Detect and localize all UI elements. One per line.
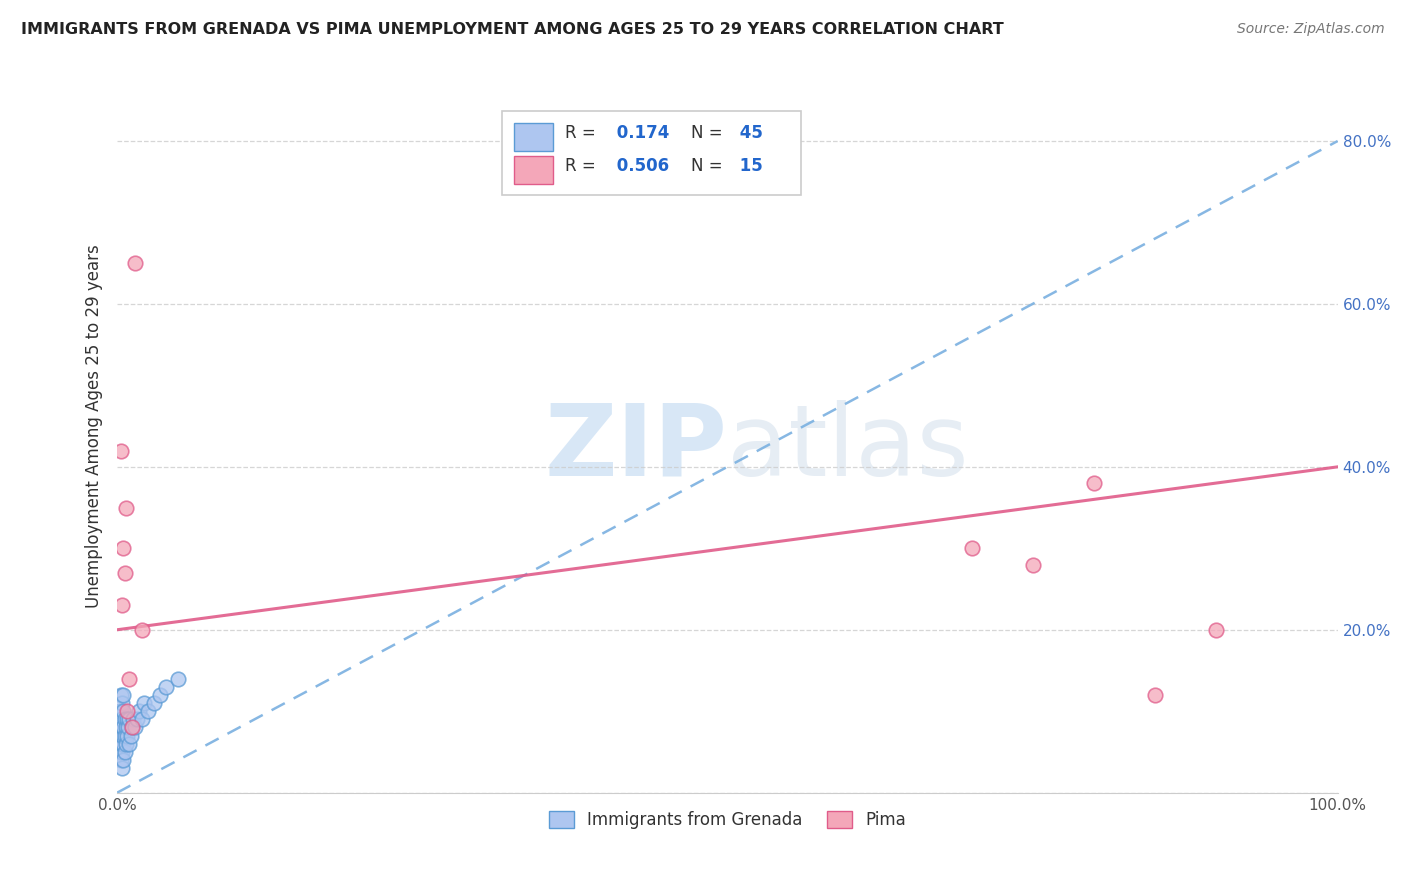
- Point: [115, 712, 138, 726]
- Point: [111, 599, 134, 613]
- Point: [114, 737, 136, 751]
- Text: 0.506: 0.506: [612, 157, 669, 175]
- Point: [149, 688, 172, 702]
- Point: [114, 500, 136, 515]
- Point: [112, 737, 135, 751]
- Point: [124, 721, 146, 735]
- Point: [142, 696, 165, 710]
- Point: [112, 541, 135, 556]
- Point: [131, 623, 153, 637]
- Point: [115, 729, 138, 743]
- Point: [111, 696, 134, 710]
- Point: [111, 721, 134, 735]
- Point: [114, 712, 136, 726]
- Point: [132, 696, 155, 710]
- Y-axis label: Unemployment Among Ages 25 to 29 years: Unemployment Among Ages 25 to 29 years: [86, 244, 103, 608]
- Point: [110, 688, 132, 702]
- Text: atlas: atlas: [727, 400, 969, 497]
- Point: [1083, 476, 1105, 491]
- Text: 15: 15: [734, 157, 762, 175]
- Point: [110, 443, 132, 458]
- Point: [118, 737, 141, 751]
- Point: [111, 712, 134, 726]
- FancyBboxPatch shape: [513, 156, 553, 184]
- Point: [117, 721, 139, 735]
- Point: [114, 566, 136, 580]
- Point: [112, 753, 135, 767]
- Point: [125, 712, 148, 726]
- Point: [108, 721, 131, 735]
- Point: [155, 680, 177, 694]
- Point: [121, 721, 143, 735]
- Point: [111, 729, 134, 743]
- Point: [108, 745, 131, 759]
- FancyBboxPatch shape: [513, 123, 553, 151]
- Text: IMMIGRANTS FROM GRENADA VS PIMA UNEMPLOYMENT AMONG AGES 25 TO 29 YEARS CORRELATI: IMMIGRANTS FROM GRENADA VS PIMA UNEMPLOY…: [21, 22, 1004, 37]
- Point: [112, 704, 135, 718]
- Text: R =: R =: [565, 124, 596, 142]
- Text: ZIP: ZIP: [544, 400, 727, 497]
- Point: [136, 704, 159, 718]
- Text: 45: 45: [734, 124, 762, 142]
- Point: [118, 712, 141, 726]
- Point: [121, 721, 143, 735]
- Text: N =: N =: [690, 124, 723, 142]
- Text: Source: ZipAtlas.com: Source: ZipAtlas.com: [1237, 22, 1385, 37]
- Point: [960, 541, 983, 556]
- Text: 0.174: 0.174: [612, 124, 669, 142]
- Point: [111, 737, 134, 751]
- Point: [1021, 558, 1043, 572]
- Point: [1143, 688, 1166, 702]
- Text: R =: R =: [565, 157, 596, 175]
- Point: [128, 704, 150, 718]
- Point: [114, 729, 136, 743]
- Point: [1205, 623, 1227, 637]
- Point: [112, 721, 135, 735]
- Point: [114, 745, 136, 759]
- Point: [112, 688, 135, 702]
- Point: [167, 672, 190, 686]
- Point: [118, 672, 141, 686]
- Text: N =: N =: [690, 157, 723, 175]
- Point: [124, 256, 146, 270]
- Point: [131, 712, 153, 726]
- Point: [120, 729, 142, 743]
- Point: [108, 704, 131, 718]
- Point: [110, 729, 132, 743]
- Point: [111, 761, 134, 775]
- Point: [114, 721, 136, 735]
- Point: [122, 712, 145, 726]
- Point: [110, 704, 132, 718]
- Point: [112, 729, 135, 743]
- Legend: Immigrants from Grenada, Pima: Immigrants from Grenada, Pima: [541, 804, 912, 836]
- FancyBboxPatch shape: [502, 111, 800, 195]
- Point: [110, 737, 132, 751]
- Point: [110, 753, 132, 767]
- Point: [111, 745, 134, 759]
- Point: [115, 704, 138, 718]
- Point: [110, 712, 132, 726]
